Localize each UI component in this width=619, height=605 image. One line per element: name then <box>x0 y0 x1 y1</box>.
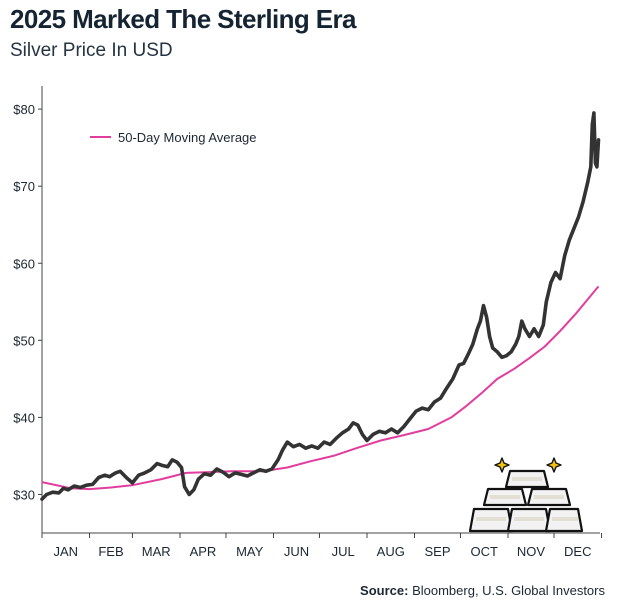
source-label: Source: <box>360 583 409 598</box>
gold-bars-icon <box>468 457 584 533</box>
y-tick-label: $60 <box>13 256 35 271</box>
x-tick-label: NOV <box>517 544 546 559</box>
source-note: Source: Bloomberg, U.S. Global Investors <box>360 583 605 598</box>
legend-label-ma: 50-Day Moving Average <box>118 130 257 145</box>
series-line-price <box>40 111 601 501</box>
chart-subtitle: Silver Price In USD <box>10 40 173 61</box>
y-tick-label: $80 <box>13 102 35 117</box>
y-tick-label: $70 <box>13 179 35 194</box>
legend: 50-Day Moving Average <box>90 130 257 145</box>
chart-axes: $30 $40 $50 $60 $70 $80 JAN FEB MAR APR MAY JUN JUL A… <box>13 86 603 559</box>
x-tick-label: JUL <box>332 544 355 559</box>
x-tick-label: JUN <box>284 544 309 559</box>
x-tick-label: DEC <box>564 544 591 559</box>
y-tick-label: $50 <box>13 333 35 348</box>
ma-layer <box>41 285 600 491</box>
x-tick-label: MAY <box>236 544 264 559</box>
x-tick-label: OCT <box>471 544 499 559</box>
x-tick-label: AUG <box>377 544 405 559</box>
source-text: Bloomberg, U.S. Global Investors <box>412 583 605 598</box>
x-tick-label: MAR <box>142 544 171 559</box>
x-tick-label: SEP <box>424 544 450 559</box>
x-tick-label: FEB <box>98 544 123 559</box>
price-layer <box>40 111 601 501</box>
x-tick-label: JAN <box>53 544 78 559</box>
y-tick-label: $30 <box>13 487 35 502</box>
series-line-ma <box>41 285 600 491</box>
x-tick-label: APR <box>190 544 217 559</box>
y-tick-label: $40 <box>13 410 35 425</box>
chart-title: 2025 Marked The Sterling Era <box>10 4 357 34</box>
